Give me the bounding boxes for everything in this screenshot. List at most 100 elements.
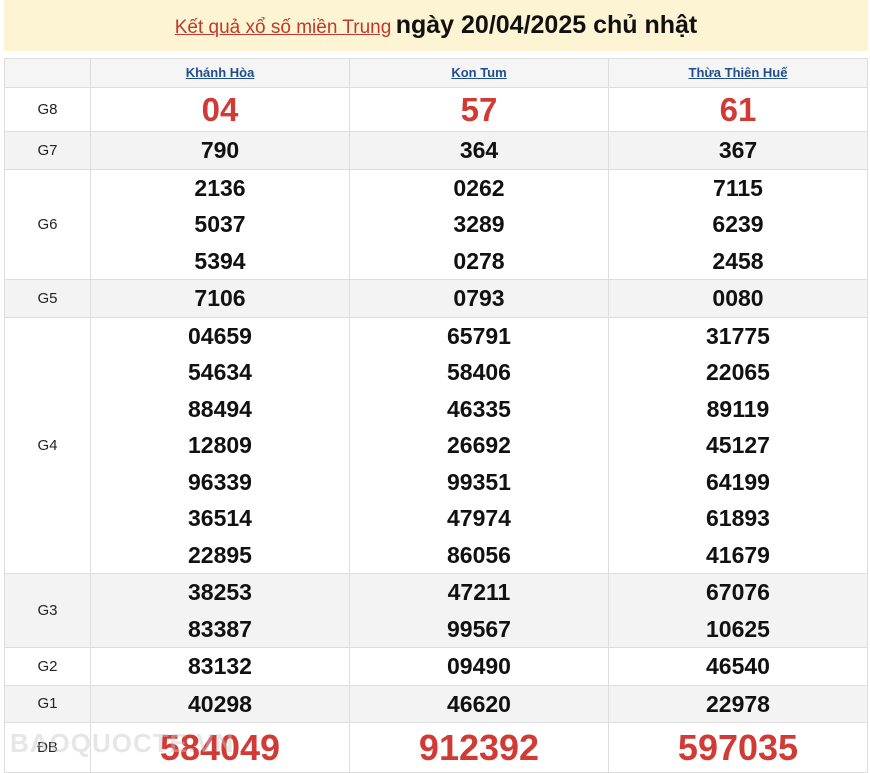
prize-cell: 790: [90, 131, 350, 170]
prize-number: 09490: [447, 653, 511, 679]
prize-cell: 912392: [349, 722, 609, 773]
prize-row-ĐB: ĐB 584049 912392 597035: [4, 722, 868, 773]
province-link[interactable]: Kon Tum: [451, 65, 507, 80]
draw-date: ngày 20/04/2025 chủ nhật: [395, 11, 698, 39]
prize-label: G5: [4, 279, 91, 318]
prize-number: 364: [459, 137, 499, 163]
prize-number: 46335: [447, 395, 511, 422]
prize-number: 04: [201, 91, 239, 128]
prize-cell: 367: [608, 131, 868, 170]
prize-number: 22978: [706, 690, 770, 717]
prize-number: 46620: [447, 690, 511, 717]
prize-number: 12809: [188, 432, 252, 458]
prize-cell: 57: [349, 87, 609, 132]
prize-cell: 04: [90, 87, 350, 132]
prize-number: 597035: [677, 727, 799, 768]
prize-number: 0262: [453, 174, 505, 201]
corner-cell: [4, 58, 91, 88]
prize-label: G4: [4, 316, 91, 574]
prize-number: 04659: [188, 322, 252, 349]
watermark: BAOQUOCTE.VN: [10, 728, 235, 758]
prize-number: 10625: [706, 615, 770, 642]
prize-row-G3: G3 38253 83387 47211 99567 67076 10625: [4, 573, 868, 648]
prize-cell: 22978: [608, 684, 868, 723]
prize-row-G5: G5 7106 0793 0080: [4, 279, 868, 318]
prize-number: 99567: [447, 615, 511, 642]
prize-number: 83387: [188, 615, 252, 642]
prize-number: 83132: [188, 653, 252, 679]
province-link[interactable]: Khánh Hòa: [185, 65, 255, 80]
prize-number: 22065: [706, 359, 770, 385]
prize-label: ĐB: [4, 722, 91, 773]
prize-number: 45127: [706, 432, 770, 458]
prize-label: G7: [4, 131, 91, 170]
prize-number: 89119: [706, 395, 770, 422]
prize-cell: 65791 58406 46335 26692 99351 47974 86056: [349, 316, 609, 574]
prize-cell: 364: [349, 131, 609, 170]
prize-cell: 584049: [90, 722, 350, 773]
prize-cell: 38253 83387: [90, 573, 350, 648]
prize-number: 54634: [188, 359, 252, 385]
prize-cell: 597035: [608, 722, 868, 773]
prize-number: 47211: [447, 579, 511, 605]
prize-number: 57: [460, 91, 498, 128]
prize-number: 3289: [453, 211, 505, 237]
prize-cell: 40298: [90, 684, 350, 723]
prize-number: 61: [719, 91, 757, 128]
prize-number: 26692: [447, 432, 511, 458]
prize-cell: 67076 10625: [608, 573, 868, 648]
prize-number: 0278: [453, 247, 505, 274]
prize-row-G7: G7 790 364 367: [4, 131, 868, 170]
prize-number: 96339: [188, 468, 252, 495]
prize-number: 41679: [706, 541, 770, 568]
prize-number: 2136: [194, 174, 246, 201]
prize-number: 7106: [194, 285, 246, 311]
results-table: Khánh Hòa Kon Tum Thừa Thiên Huế G8 04 57 6…: [4, 58, 868, 773]
prize-number: 912392: [418, 727, 540, 768]
prize-number: 47974: [447, 505, 511, 531]
prize-cell: 31775 22065 89119 45127 64199 61893 41679: [608, 316, 868, 574]
prize-cell: 0793: [349, 279, 609, 318]
prize-label: G1: [4, 684, 91, 723]
prize-number: 7115: [713, 174, 763, 201]
prize-number: 38253: [188, 579, 252, 605]
prize-number: 67076: [706, 579, 770, 605]
prize-cell: 47211 99567: [349, 573, 609, 648]
prize-number: 367: [718, 137, 758, 163]
prize-number: 584049: [159, 727, 281, 768]
province-link[interactable]: Thừa Thiên Huế: [688, 65, 788, 80]
prize-number: 99351: [447, 468, 511, 495]
prize-cell: 09490: [349, 647, 609, 686]
prize-label: G2: [4, 647, 91, 686]
prize-number: 5394: [194, 247, 246, 274]
prize-row-G8: G8 04 57 61: [4, 87, 868, 132]
header-row: Khánh Hòa Kon Tum Thừa Thiên Huế: [4, 58, 868, 88]
prize-cell: 0262 3289 0278: [349, 168, 609, 280]
prize-row-G4: G4 04659 54634 88494 12809 96339 36514 22895 657…: [4, 316, 868, 574]
prize-number: 61893: [706, 505, 770, 531]
prize-number: 58406: [447, 359, 511, 385]
prize-number: 6239: [712, 211, 764, 237]
prize-number: 40298: [188, 690, 252, 717]
prize-number: 22895: [188, 541, 252, 568]
prize-cell: 7106: [90, 279, 350, 318]
prize-cell: 2136 5037 5394: [90, 168, 350, 280]
prize-cell: 46620: [349, 684, 609, 723]
prize-number: 88494: [188, 395, 252, 422]
prize-number: 31775: [706, 322, 770, 349]
prize-number: 790: [200, 137, 240, 163]
prize-number: 0793: [453, 285, 505, 311]
results-link[interactable]: Kết quả xổ số miền Trung: [174, 17, 392, 38]
prize-row-G1: G1 40298 46620 22978: [4, 684, 868, 723]
prize-cell: 46540: [608, 647, 868, 686]
prize-cell: 04659 54634 88494 12809 96339 36514 22895: [90, 316, 350, 574]
prize-row-G6: G6 2136 5037 5394 0262 3289 0278 7115 6239 2458: [4, 168, 868, 280]
prize-number: 46540: [706, 653, 770, 679]
prize-label: G3: [4, 573, 91, 648]
prize-number: 64199: [706, 468, 770, 495]
page-title: Kết quả xổ số miền Trung ngày 20/04/2025…: [4, 0, 868, 51]
prize-row-G2: G2 83132 09490 46540: [4, 647, 868, 686]
prize-number: 5037: [194, 211, 246, 237]
prize-number: 0080: [712, 285, 764, 311]
prize-cell: 0080: [608, 279, 868, 318]
